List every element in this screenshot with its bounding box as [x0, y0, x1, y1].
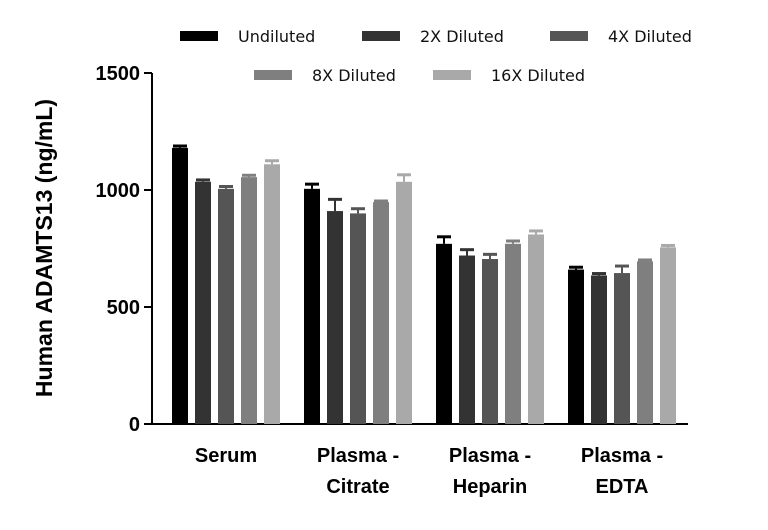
x-tick-label: Plasma - — [581, 445, 663, 467]
legend-item: 4X Diluted — [550, 27, 692, 46]
bar — [218, 188, 234, 424]
bar — [436, 243, 452, 424]
bar — [482, 259, 498, 424]
bar — [373, 202, 389, 424]
bar — [591, 275, 607, 424]
bar — [172, 147, 188, 424]
x-tick-label: Serum — [195, 445, 257, 467]
x-tick-labels: Serum Plasma - Citrate Plasma - Heparin Plasm… — [195, 445, 663, 498]
bar — [396, 181, 412, 424]
legend-swatch — [180, 31, 218, 41]
y-tick-label: 0 — [129, 414, 140, 436]
legend-label: 2X Diluted — [420, 27, 504, 46]
bar — [264, 164, 280, 424]
legend-item: 16X Diluted — [433, 66, 585, 85]
y-axis-label: Human ADAMTS13 (ng/mL) — [31, 99, 57, 397]
x-tick-label: Heparin — [453, 476, 527, 498]
legend-label: Undiluted — [238, 27, 315, 46]
legend-swatch — [550, 31, 588, 41]
y-tick-label: 500 — [107, 297, 140, 319]
bar — [195, 181, 211, 424]
y-tick-label: 1000 — [96, 180, 141, 202]
bar — [505, 243, 521, 424]
x-tick-label: Plasma - — [449, 445, 531, 467]
legend-item: Undiluted — [180, 27, 315, 46]
x-tick-label: EDTA — [596, 476, 649, 498]
y-tick-label: 1500 — [96, 63, 141, 85]
bar — [637, 261, 653, 424]
bar — [327, 211, 343, 424]
x-tick-label: Plasma - — [317, 445, 399, 467]
legend-swatch — [362, 31, 400, 41]
bar — [614, 273, 630, 424]
bar — [241, 177, 257, 424]
bar — [660, 247, 676, 424]
bar — [568, 269, 584, 424]
bar — [528, 234, 544, 424]
bar — [304, 188, 320, 424]
bars — [172, 144, 676, 424]
legend-item: 8X Diluted — [254, 66, 396, 85]
x-tick-label: Citrate — [326, 476, 389, 498]
bar — [459, 255, 475, 424]
legend-item: 2X Diluted — [362, 27, 504, 46]
legend-label: 8X Diluted — [312, 66, 396, 85]
legend-label: 16X Diluted — [491, 66, 585, 85]
bar — [350, 213, 366, 424]
legend-swatch — [254, 70, 292, 80]
legend: Undiluted 2X Diluted 4X Diluted 8X Diluted 1… — [180, 27, 692, 85]
legend-swatch — [433, 70, 471, 80]
legend-label: 4X Diluted — [608, 27, 692, 46]
